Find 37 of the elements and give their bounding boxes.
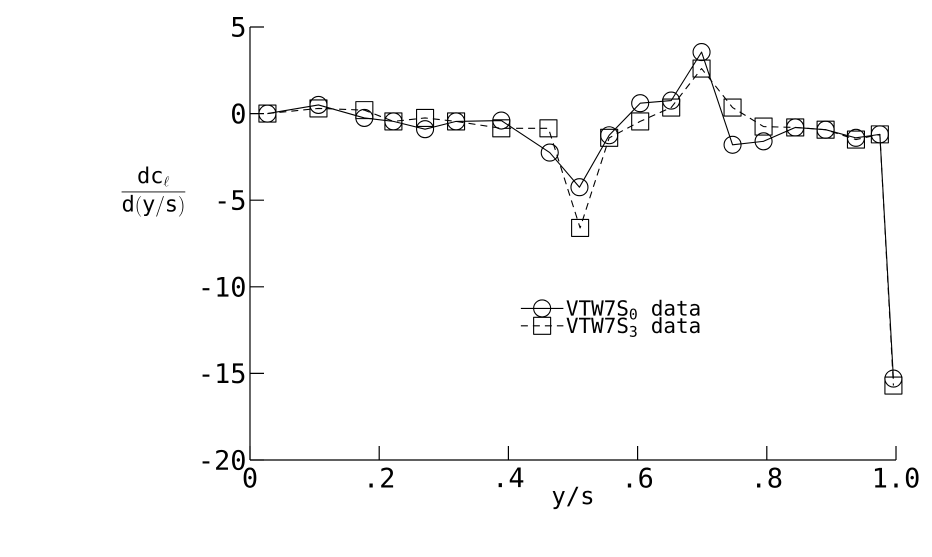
point xyxy=(692,60,711,78)
point xyxy=(492,119,510,138)
point xyxy=(631,112,650,130)
point xyxy=(692,43,711,62)
x-tick-label: 1.0 xyxy=(874,468,919,488)
point xyxy=(355,108,374,127)
point xyxy=(662,98,680,117)
x-tick-label: .4 xyxy=(498,468,524,488)
point xyxy=(662,92,680,110)
point xyxy=(355,101,374,120)
point xyxy=(309,99,328,118)
y-tick-label: 0 xyxy=(232,103,245,124)
x-tick-label: .2 xyxy=(369,468,394,488)
point xyxy=(884,376,902,395)
x-axis-title: y/s xyxy=(552,486,592,510)
point xyxy=(724,98,742,117)
y-tick-label: -15 xyxy=(202,363,244,384)
y-tick-label: -10 xyxy=(202,276,245,297)
y-axis-title: $\frac{\mathrm{dc}_{\ell}}{\mathrm{d(y/s)}}$ xyxy=(122,166,186,217)
y-tick-label: 5 xyxy=(232,17,244,37)
point xyxy=(539,119,558,138)
point xyxy=(570,178,589,196)
point xyxy=(309,96,328,114)
point xyxy=(631,94,650,112)
point xyxy=(884,370,902,388)
y-tick-label: -5 xyxy=(218,190,244,210)
point xyxy=(754,132,773,150)
point xyxy=(724,136,742,154)
x-tick-label: .8 xyxy=(757,468,782,488)
point xyxy=(492,111,510,130)
x-tick-label: .6 xyxy=(628,468,652,488)
point xyxy=(754,118,773,136)
point xyxy=(540,144,559,162)
point xyxy=(416,108,434,127)
y-tick-label: -20 xyxy=(202,450,245,470)
point xyxy=(416,120,434,138)
point xyxy=(571,218,590,237)
